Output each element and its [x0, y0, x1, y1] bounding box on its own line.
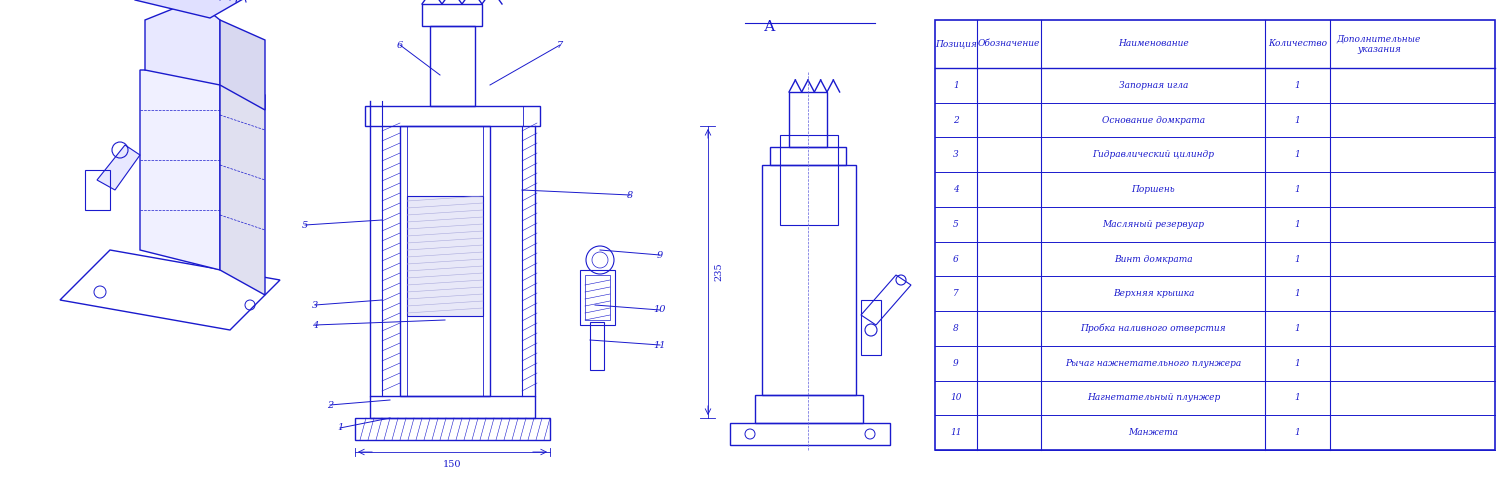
Polygon shape [96, 145, 140, 190]
Text: Пробка наливного отверстия: Пробка наливного отверстия [1081, 324, 1227, 333]
Text: 1: 1 [1294, 324, 1300, 333]
Text: Поршень: Поршень [1132, 185, 1175, 194]
Text: 4: 4 [953, 185, 959, 194]
Text: 1: 1 [1294, 220, 1300, 229]
Text: Обозначение: Обозначение [978, 39, 1040, 48]
Text: 6: 6 [397, 40, 403, 49]
Text: 7: 7 [557, 40, 563, 49]
Bar [84, 170, 110, 210]
Text: 150: 150 [444, 460, 462, 469]
Bar [730, 423, 889, 445]
Polygon shape [220, 70, 265, 295]
Bar [771, 147, 846, 165]
Bar [382, 106, 524, 126]
Bar [406, 126, 483, 396]
Bar [585, 275, 610, 320]
Text: 1: 1 [1294, 359, 1300, 368]
Text: 6: 6 [953, 254, 959, 264]
Text: 9: 9 [953, 359, 959, 368]
Text: Винт домкрата: Винт домкрата [1114, 254, 1193, 264]
Bar [861, 300, 880, 355]
Bar [355, 418, 549, 440]
Bar [579, 270, 616, 325]
Text: Позиция: Позиция [935, 39, 977, 48]
Bar [421, 4, 482, 26]
Text: 10: 10 [653, 305, 667, 314]
Text: 1: 1 [1294, 81, 1300, 90]
Text: 11: 11 [653, 340, 667, 349]
Bar [370, 396, 534, 418]
Bar [756, 395, 862, 423]
Bar [366, 106, 540, 126]
Text: 1: 1 [1294, 428, 1300, 437]
Text: 1: 1 [953, 81, 959, 90]
Text: Манжета: Манжета [1129, 428, 1178, 437]
Bar [780, 135, 838, 225]
Text: Верхняя крышка: Верхняя крышка [1112, 289, 1193, 298]
Text: 8: 8 [628, 191, 634, 200]
Text: 4: 4 [312, 321, 318, 329]
Polygon shape [140, 70, 220, 270]
Text: Наименование: Наименование [1118, 39, 1189, 48]
Text: Запорная игла: Запорная игла [1118, 81, 1187, 90]
Text: 1: 1 [337, 423, 343, 432]
Text: А: А [765, 20, 775, 34]
Text: 1: 1 [1294, 289, 1300, 298]
Text: 2: 2 [953, 116, 959, 125]
Bar [789, 92, 828, 147]
Text: Нагнетательный плунжер: Нагнетательный плунжер [1087, 394, 1221, 402]
Text: 235: 235 [713, 263, 722, 281]
Text: 1: 1 [1294, 150, 1300, 159]
Bar [762, 165, 856, 395]
Text: 3: 3 [312, 300, 318, 310]
Text: 1: 1 [1294, 254, 1300, 264]
Bar [935, 20, 1494, 450]
Text: Дополнительные
указания: Дополнительные указания [1336, 34, 1421, 54]
Text: 1: 1 [1294, 394, 1300, 402]
Text: Гидравлический цилиндр: Гидравлический цилиндр [1093, 150, 1215, 159]
Text: 9: 9 [656, 251, 664, 260]
Text: Рычаг нажнетательного плунжера: Рычаг нажнетательного плунжера [1066, 359, 1242, 368]
Polygon shape [220, 20, 265, 110]
Text: 11: 11 [950, 428, 962, 437]
Text: 5: 5 [953, 220, 959, 229]
Polygon shape [135, 0, 250, 18]
Bar [400, 126, 491, 396]
Text: 10: 10 [950, 394, 962, 402]
Text: 1: 1 [1294, 185, 1300, 194]
Text: Масляный резервуар: Масляный резервуар [1102, 220, 1204, 229]
Bar [430, 26, 476, 106]
Text: 3: 3 [953, 150, 959, 159]
Text: 8: 8 [953, 324, 959, 333]
Text: Количество: Количество [1269, 39, 1327, 48]
Text: 2: 2 [327, 400, 333, 409]
Bar [590, 322, 604, 370]
Text: Основание домкрата: Основание домкрата [1102, 116, 1206, 125]
Polygon shape [144, 0, 220, 85]
Text: 7: 7 [953, 289, 959, 298]
Bar [406, 196, 483, 316]
Text: 5: 5 [303, 220, 309, 229]
Text: 1: 1 [1294, 116, 1300, 125]
